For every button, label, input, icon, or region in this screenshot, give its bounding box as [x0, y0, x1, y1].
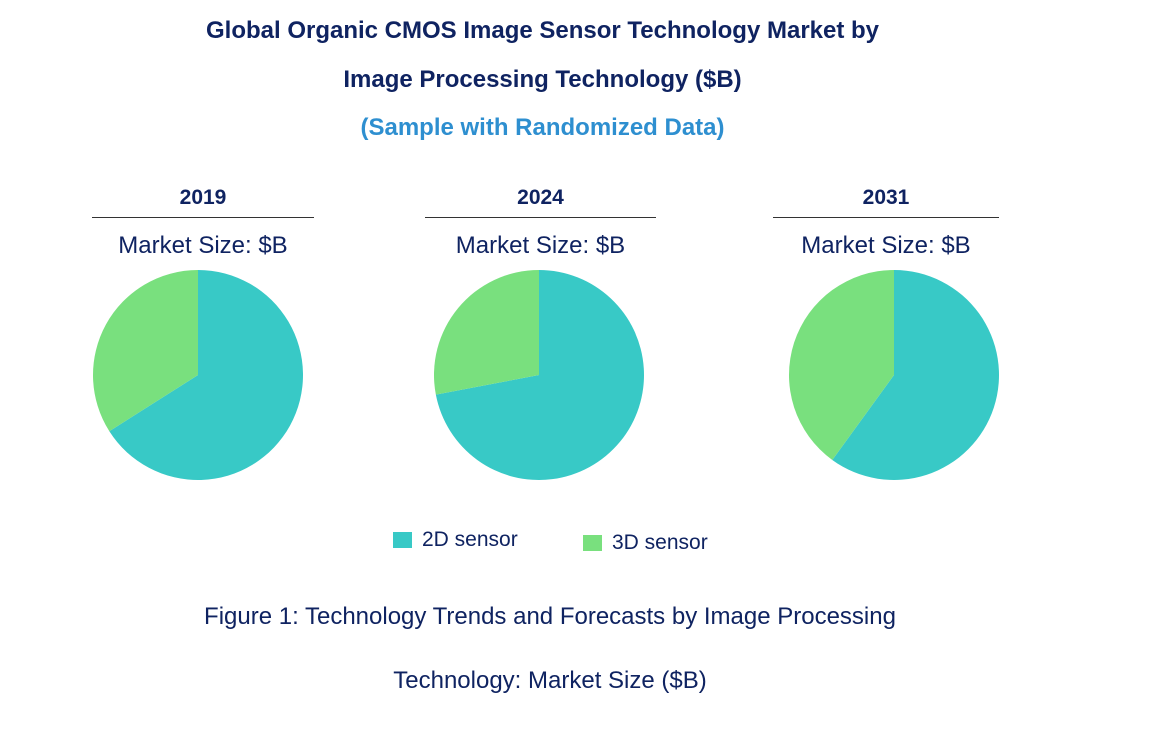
chart-title: Global Organic CMOS Image Sensor Technol… — [205, 17, 880, 44]
pie-slice-2031-2d-sensor — [832, 270, 999, 481]
year-label: 2019 — [179, 186, 227, 209]
legend-swatch-3d-sensor — [583, 535, 602, 551]
legend-label: 3D sensor — [612, 531, 708, 554]
pie-slice-2019-2d-sensor — [109, 270, 303, 480]
pie-slice-2024-2d-sensor — [435, 270, 645, 480]
figure-caption-line2: Technology: Market Size ($B) — [393, 667, 707, 694]
year-label: 2031 — [862, 186, 910, 209]
legend-item-3d-sensor: 3D sensor — [583, 531, 708, 555]
year-label: 2024 — [517, 186, 564, 209]
market-size-label: Market Size: $B — [118, 232, 288, 259]
chart-title-line2: Image Processing Technology ($B) — [343, 66, 742, 93]
year-divider — [773, 217, 999, 218]
pie-slice-2019-3d-sensor — [93, 270, 198, 432]
market-size-label: Market Size: $B — [455, 232, 626, 259]
market-size-label: Market Size: $B — [801, 232, 971, 259]
legend-item-2d-sensor: 2D sensor — [393, 528, 518, 552]
pie-slice-2024-3d-sensor — [434, 270, 539, 395]
chart-subtitle: (Sample with Randomized Data) — [360, 114, 725, 141]
year-divider — [92, 217, 314, 218]
figure-caption: Figure 1: Technology Trends and Forecast… — [204, 603, 896, 630]
legend-swatch-2d-sensor — [393, 532, 412, 548]
legend-label: 2D sensor — [422, 528, 518, 551]
pie-slice-2031-3d-sensor — [789, 270, 894, 460]
year-divider — [425, 217, 656, 218]
